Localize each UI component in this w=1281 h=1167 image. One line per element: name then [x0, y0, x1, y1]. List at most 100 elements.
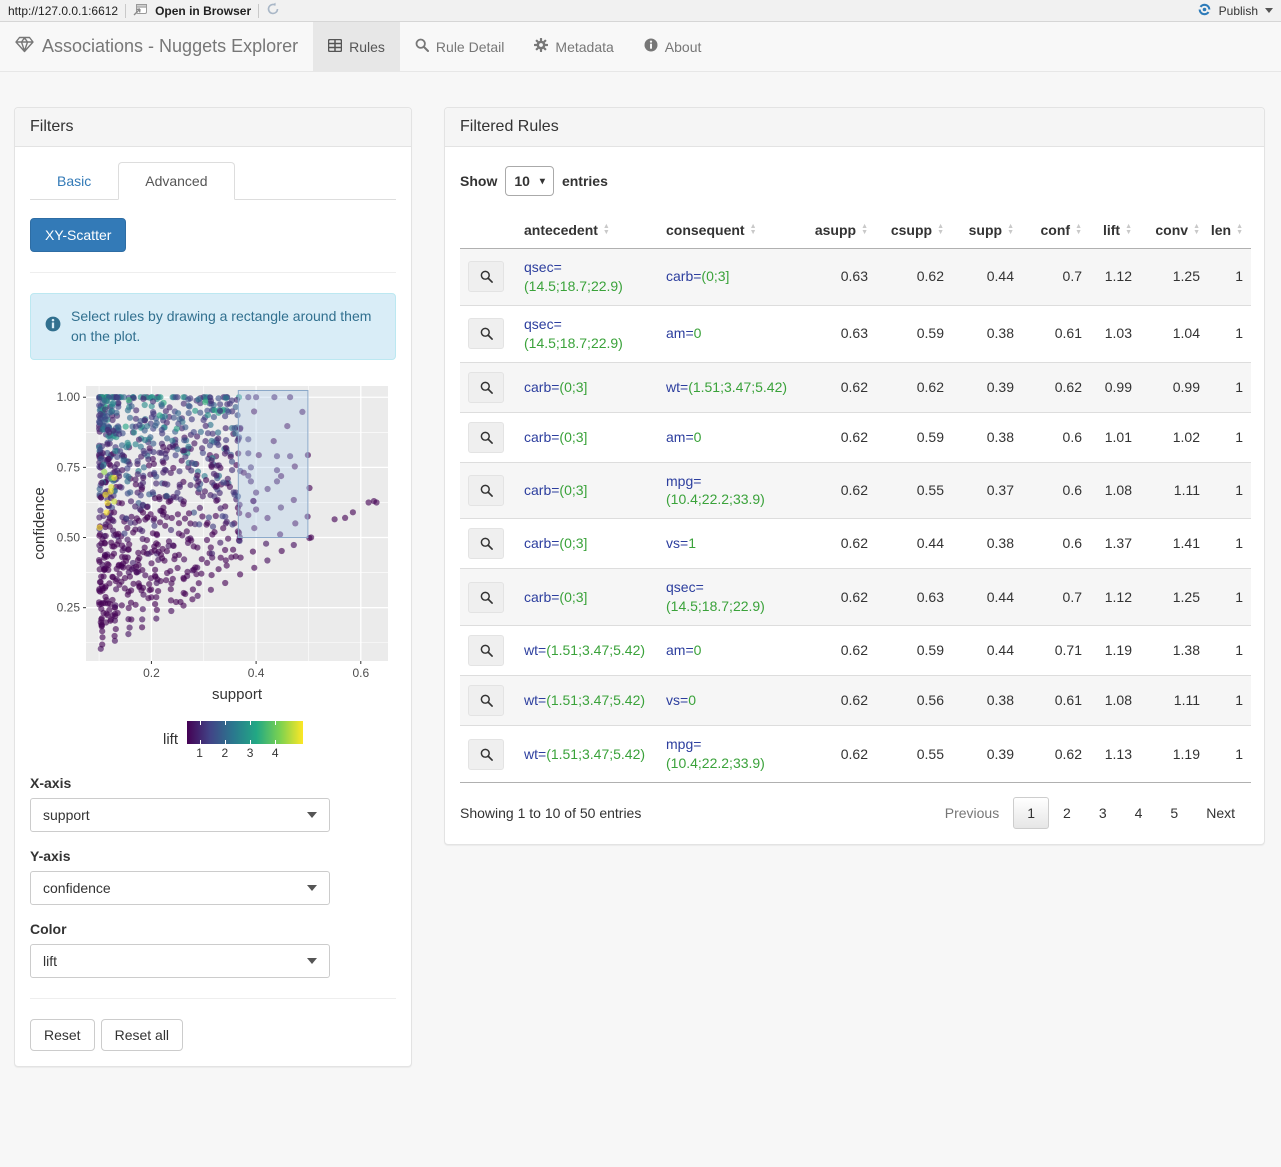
- inspect-rule-button[interactable]: [468, 421, 504, 453]
- pagination-page-5[interactable]: 5: [1170, 804, 1179, 821]
- antecedent-cell[interactable]: carb=(0;3]: [516, 461, 658, 519]
- table-icon: [327, 38, 343, 55]
- inspect-rule-button[interactable]: [468, 738, 504, 770]
- antecedent-cell[interactable]: carb=(0;3]: [516, 518, 658, 569]
- column-header-len[interactable]: len ▲ ▼: [1208, 212, 1251, 249]
- len-cell: 1: [1208, 461, 1251, 519]
- open-in-browser-button[interactable]: Open in Browser: [155, 3, 252, 18]
- column-header-csupp[interactable]: csupp ▲ ▼: [876, 212, 952, 249]
- antecedent-cell[interactable]: carb=(0;3]: [516, 361, 658, 413]
- table-row: qsec=(14.5;18.7;22.9) am=0 0.63 0.59 0.3…: [460, 304, 1251, 363]
- column-header-antecedent[interactable]: antecedent ▲ ▼: [516, 212, 658, 249]
- inspect-rule-button[interactable]: [468, 474, 504, 506]
- tab-rules[interactable]: Rules: [313, 22, 400, 71]
- conf-cell: 0.6: [1022, 411, 1090, 463]
- inspect-rule-button[interactable]: [468, 371, 504, 403]
- page-length-select[interactable]: 10 ▾: [505, 166, 554, 196]
- toolbar-divider: [258, 3, 260, 18]
- plot-hint-alert: Select rules by drawing a rectangle arou…: [30, 293, 396, 360]
- inspect-rule-button[interactable]: [468, 318, 504, 350]
- reset-button[interactable]: Reset: [30, 1018, 95, 1051]
- publish-button[interactable]: Publish: [1218, 3, 1258, 18]
- consequent-cell[interactable]: mpg=(10.4;22.2;33.9): [658, 725, 800, 783]
- scatter-plot[interactable]: 0.2 0.4 0.6 0.25 0.50 0.75 1.00 support confiden…: [30, 380, 396, 710]
- len-cell: 1: [1208, 625, 1251, 676]
- tab-about[interactable]: About: [629, 22, 717, 71]
- column-header-lift[interactable]: lift ▲ ▼: [1090, 212, 1140, 249]
- rules-table-header: antecedent ▲ ▼ consequent ▲ ▼ asupp ▲ ▼ csupp ▲ ▼ su…: [460, 212, 1251, 249]
- tab-metadata[interactable]: Metadata: [519, 22, 628, 71]
- inspect-rule-button[interactable]: [468, 528, 504, 560]
- consequent-cell[interactable]: am=0: [658, 304, 800, 363]
- tab-basic[interactable]: Basic: [57, 173, 92, 189]
- publish-caret-icon[interactable]: [1265, 8, 1273, 13]
- antecedent-cell[interactable]: wt=(1.51;3.47;5.42): [516, 675, 658, 726]
- sort-icon: ▲ ▼: [1075, 223, 1082, 236]
- antecedent-cell[interactable]: carb=(0;3]: [516, 411, 658, 463]
- csupp-cell: 0.63: [876, 568, 952, 626]
- supp-cell: 0.44: [952, 248, 1022, 306]
- len-cell: 1: [1208, 361, 1251, 413]
- antecedent-cell[interactable]: wt=(1.51;3.47;5.42): [516, 725, 658, 783]
- consequent-cell[interactable]: am=0: [658, 625, 800, 676]
- svg-text:0.4: 0.4: [248, 666, 265, 680]
- consequent-cell[interactable]: vs=1: [658, 518, 800, 569]
- consequent-cell[interactable]: qsec=(14.5;18.7;22.9): [658, 568, 800, 626]
- pagination-page-2[interactable]: 2: [1063, 804, 1071, 821]
- svg-text:0.6: 0.6: [352, 666, 369, 680]
- lift-cell: 0.99: [1090, 361, 1140, 413]
- asupp-cell: 0.62: [800, 568, 876, 626]
- consequent-cell[interactable]: vs=0: [658, 675, 800, 726]
- color-value: lift: [43, 952, 57, 969]
- pagination-page-1[interactable]: 1: [1013, 796, 1050, 829]
- filters-tabbar: Basic Advanced: [30, 162, 396, 200]
- tab-label: Metadata: [555, 38, 614, 55]
- column-header-consequent[interactable]: consequent ▲ ▼: [658, 212, 800, 249]
- pagination-next[interactable]: Next: [1206, 804, 1235, 821]
- table-row: carb=(0;3] mpg=(10.4;22.2;33.9) 0.62 0.5…: [460, 461, 1251, 519]
- pagination-page-4[interactable]: 4: [1134, 804, 1143, 821]
- len-cell: 1: [1208, 304, 1251, 363]
- column-header-asupp[interactable]: asupp ▲ ▼: [800, 212, 876, 249]
- svg-text:0.50: 0.50: [57, 530, 81, 544]
- tab-advanced[interactable]: Advanced: [118, 162, 235, 200]
- conf-cell: 0.61: [1022, 304, 1090, 363]
- y-axis-select[interactable]: confidence: [30, 870, 330, 905]
- antecedent-cell[interactable]: qsec=(14.5;18.7;22.9): [516, 304, 658, 363]
- brush-selection[interactable]: [237, 389, 309, 538]
- csupp-cell: 0.62: [876, 361, 952, 413]
- reset-all-button[interactable]: Reset all: [100, 1018, 184, 1051]
- consequent-cell[interactable]: am=0: [658, 411, 800, 463]
- tab-rule-detail[interactable]: Rule Detail: [400, 22, 519, 71]
- consequent-cell[interactable]: mpg=(10.4;22.2;33.9): [658, 461, 800, 519]
- inspect-rule-button[interactable]: [468, 685, 504, 717]
- refresh-icon[interactable]: [266, 2, 280, 19]
- antecedent-cell[interactable]: carb=(0;3]: [516, 568, 658, 626]
- antecedent-cell[interactable]: wt=(1.51;3.47;5.42): [516, 625, 658, 676]
- column-header-conv[interactable]: conv ▲ ▼: [1140, 212, 1208, 249]
- supp-cell: 0.37: [952, 461, 1022, 519]
- inspect-rule-button[interactable]: [468, 581, 504, 613]
- page-length-value: 10: [514, 173, 530, 189]
- xy-scatter-button[interactable]: XY-Scatter: [30, 218, 127, 252]
- conv-cell: 1.04: [1140, 304, 1208, 363]
- column-header-conf[interactable]: conf ▲ ▼: [1022, 212, 1090, 249]
- x-axis-value: support: [43, 806, 90, 823]
- table-row: carb=(0;3] vs=1 0.62 0.44 0.38 0.6 1.37 …: [460, 518, 1251, 569]
- chevron-down-icon: [307, 811, 317, 818]
- consequent-cell[interactable]: wt=(1.51;3.47;5.42): [658, 361, 800, 413]
- color-select[interactable]: lift: [30, 943, 330, 978]
- consequent-cell[interactable]: carb=(0;3]: [658, 248, 800, 306]
- page-length-control: Show 10 ▾ entries: [460, 166, 1249, 196]
- supp-cell: 0.38: [952, 411, 1022, 463]
- x-axis-select[interactable]: support: [30, 797, 330, 832]
- inspect-rule-button[interactable]: [468, 635, 504, 667]
- inspect-rule-button[interactable]: [468, 261, 504, 293]
- filtered-rules-panel: Filtered Rules Show 10 ▾ entries anteced…: [444, 107, 1265, 845]
- table-row: carb=(0;3] qsec=(14.5;18.7;22.9) 0.62 0.…: [460, 568, 1251, 626]
- pagination-page-3[interactable]: 3: [1098, 804, 1107, 821]
- pagination-previous[interactable]: Previous: [944, 804, 1000, 821]
- asupp-cell: 0.62: [800, 518, 876, 569]
- antecedent-cell[interactable]: qsec=(14.5;18.7;22.9): [516, 248, 658, 306]
- column-header-supp[interactable]: supp ▲ ▼: [952, 212, 1022, 249]
